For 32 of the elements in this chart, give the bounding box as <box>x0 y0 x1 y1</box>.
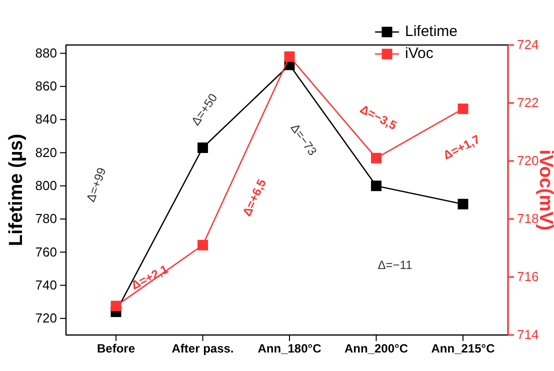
x-tick-label: Ann_200°C <box>344 342 408 356</box>
x-tick-label: Before <box>96 342 136 356</box>
x-tick-label: Ann_215°C <box>431 342 496 356</box>
y-tick-label: 740 <box>35 277 57 292</box>
y2-tick-label: 714 <box>517 327 539 342</box>
x-tick-label: Ann_180°C <box>258 342 322 356</box>
y-tick-label: 840 <box>35 112 57 127</box>
y-axis-title: Lifetime (µs) <box>6 134 27 246</box>
point <box>110 300 122 312</box>
y-tick-label: 720 <box>35 310 57 326</box>
point <box>284 51 295 62</box>
y-tick-label: 760 <box>35 244 57 260</box>
legend-label: iVoc <box>405 44 434 62</box>
y-tick-label: 820 <box>35 144 57 160</box>
annotation: Δ=+99 <box>84 165 109 204</box>
point <box>198 142 208 153</box>
point <box>458 198 468 210</box>
point <box>198 240 208 250</box>
y-tick-label: 780 <box>35 211 57 226</box>
y-tick-label: 880 <box>35 45 57 60</box>
x-tick-label: After pass. <box>172 342 234 356</box>
legend-label: Lifetime <box>405 22 458 40</box>
y-tick-label: 800 <box>35 178 57 194</box>
y2-tick-label: 720 <box>517 153 539 168</box>
y2-tick-label: 722 <box>517 95 539 110</box>
annotation: Δ=−11 <box>378 258 413 272</box>
point <box>458 104 468 114</box>
y-tick-label: 860 <box>35 78 57 94</box>
y2-tick-label: 716 <box>517 269 539 284</box>
point <box>371 180 382 192</box>
point <box>371 152 382 164</box>
y2-tick-label: 724 <box>517 37 539 52</box>
